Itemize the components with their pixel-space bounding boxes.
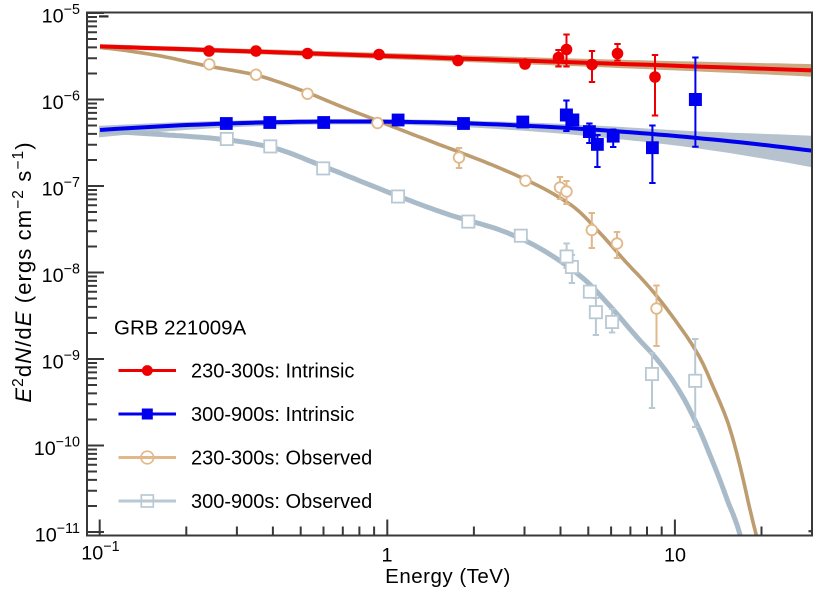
- svg-text:10−7: 10−7: [42, 175, 80, 201]
- svg-text:10−5: 10−5: [42, 2, 80, 28]
- svg-text:230-300s: Intrinsic: 230-300s: Intrinsic: [191, 361, 354, 383]
- svg-text:10: 10: [664, 545, 686, 567]
- svg-text:230-300s: Observed: 230-300s: Observed: [191, 448, 372, 470]
- svg-text:GRB 221009A: GRB 221009A: [114, 317, 247, 340]
- svg-text:300-900s: Observed: 300-900s: Observed: [191, 491, 372, 513]
- svg-text:10−11: 10−11: [35, 521, 80, 547]
- svg-text:10−9: 10−9: [42, 348, 80, 374]
- svg-text:1: 1: [381, 545, 392, 567]
- svg-text:10−6: 10−6: [42, 89, 80, 115]
- svg-text:300-900s: Intrinsic: 300-900s: Intrinsic: [191, 404, 354, 426]
- svg-text:Energy (TeV): Energy (TeV): [385, 565, 511, 588]
- svg-text:10−8: 10−8: [42, 262, 80, 288]
- svg-text:E2dN/dE (ergs cm−2 s−1): E2dN/dE (ergs cm−2 s−1): [10, 141, 36, 402]
- svg-text:10−10: 10−10: [34, 435, 80, 461]
